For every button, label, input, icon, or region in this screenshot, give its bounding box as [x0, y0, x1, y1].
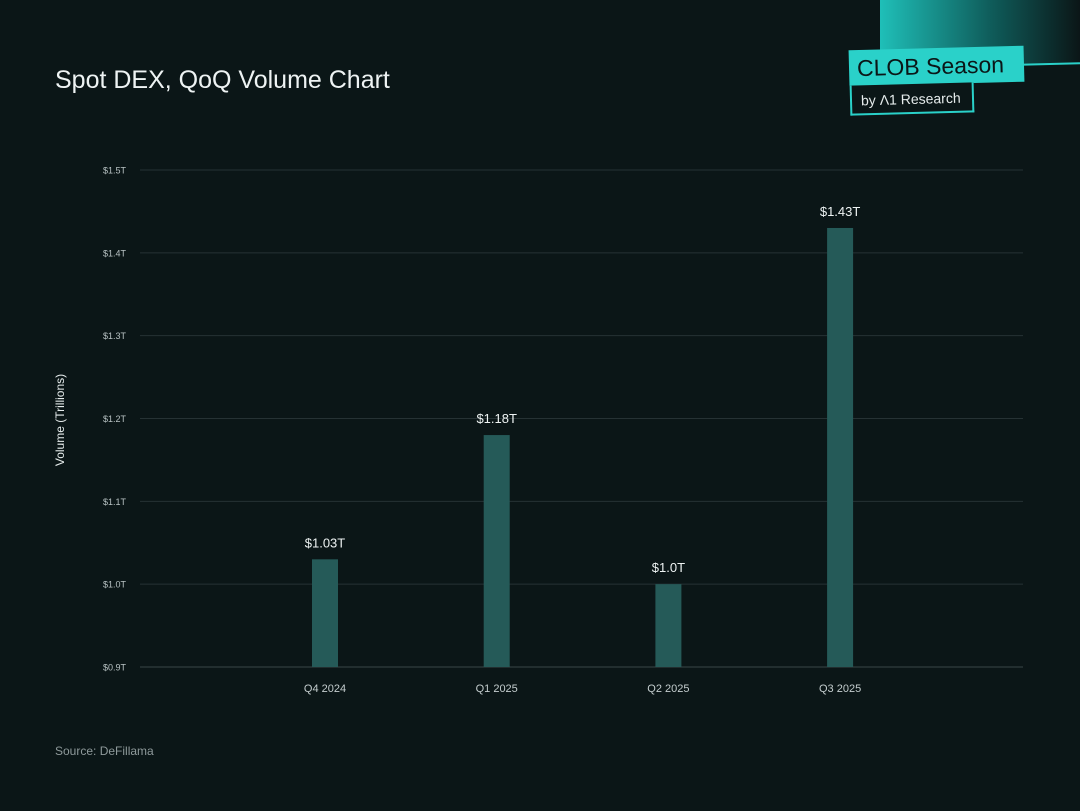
source-note: Source: DeFillama — [55, 744, 154, 758]
bar — [483, 435, 510, 667]
data-label: $1.43T — [820, 204, 861, 219]
bar — [655, 584, 682, 667]
y-tick-label: $1.2T — [103, 414, 127, 424]
y-tick-label: $1.5T — [103, 166, 127, 176]
y-tick-label: $1.1T — [103, 497, 127, 507]
page-title: Spot DEX, QoQ Volume Chart — [55, 66, 390, 94]
data-label: $1.0T — [652, 560, 685, 575]
data-label: $1.18T — [476, 411, 517, 426]
x-tick-label: Q2 2025 — [647, 683, 689, 695]
bar — [827, 227, 854, 667]
y-tick-label: $1.3T — [103, 331, 127, 341]
x-tick-label: Q4 2024 — [304, 683, 346, 695]
y-tick-label: $0.9T — [103, 663, 127, 673]
data-label: $1.03T — [305, 535, 346, 550]
x-tick-label: Q1 2025 — [476, 683, 518, 695]
y-tick-label: $1.4T — [103, 248, 127, 258]
y-axis-label: Volume (Trillions) — [53, 374, 67, 466]
y-tick-label: $1.0T — [103, 580, 127, 590]
x-tick-label: Q3 2025 — [819, 683, 861, 695]
bar — [312, 559, 338, 667]
